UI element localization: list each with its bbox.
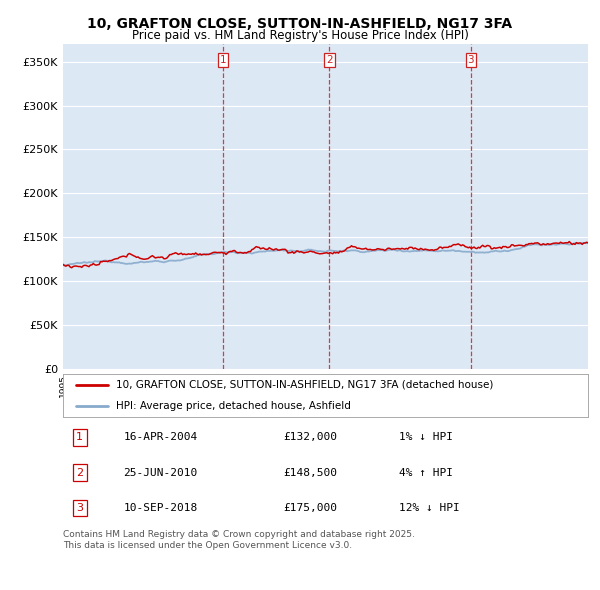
Text: 10, GRAFTON CLOSE, SUTTON-IN-ASHFIELD, NG17 3FA: 10, GRAFTON CLOSE, SUTTON-IN-ASHFIELD, N…	[88, 17, 512, 31]
Text: Price paid vs. HM Land Registry's House Price Index (HPI): Price paid vs. HM Land Registry's House …	[131, 30, 469, 42]
Text: 10-SEP-2018: 10-SEP-2018	[124, 503, 197, 513]
Text: 16-APR-2004: 16-APR-2004	[124, 432, 197, 442]
Text: 12% ↓ HPI: 12% ↓ HPI	[399, 503, 460, 513]
Text: £132,000: £132,000	[284, 432, 337, 442]
Text: 1: 1	[76, 432, 83, 442]
Text: 3: 3	[76, 503, 83, 513]
Text: 3: 3	[467, 55, 474, 65]
Text: 25-JUN-2010: 25-JUN-2010	[124, 468, 197, 477]
Text: £175,000: £175,000	[284, 503, 337, 513]
Text: 2: 2	[326, 55, 333, 65]
Text: HPI: Average price, detached house, Ashfield: HPI: Average price, detached house, Ashf…	[115, 401, 350, 411]
Text: £148,500: £148,500	[284, 468, 337, 477]
Text: 2: 2	[76, 468, 83, 477]
Text: 1% ↓ HPI: 1% ↓ HPI	[399, 432, 453, 442]
Text: 4% ↑ HPI: 4% ↑ HPI	[399, 468, 453, 477]
Text: 1: 1	[220, 55, 226, 65]
Text: Contains HM Land Registry data © Crown copyright and database right 2025.
This d: Contains HM Land Registry data © Crown c…	[63, 530, 415, 550]
Text: 10, GRAFTON CLOSE, SUTTON-IN-ASHFIELD, NG17 3FA (detached house): 10, GRAFTON CLOSE, SUTTON-IN-ASHFIELD, N…	[115, 380, 493, 390]
